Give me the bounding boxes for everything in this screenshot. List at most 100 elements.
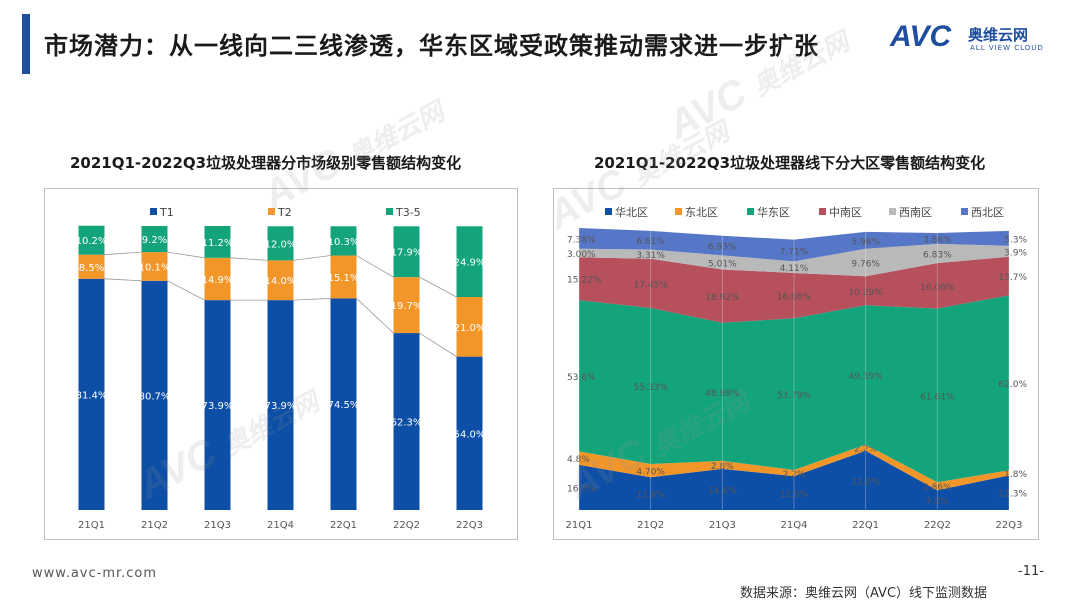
data-label: 3.86% — [923, 235, 952, 245]
data-label: 9.2% — [142, 235, 167, 246]
legend-label: 中南区 — [829, 206, 862, 219]
series-connector — [356, 298, 394, 334]
data-label: 2.2% — [783, 470, 806, 480]
data-label: 19.7% — [391, 301, 423, 312]
legend-label: T3-5 — [395, 206, 421, 219]
x-tick-label: 21Q1 — [566, 520, 593, 531]
logo-name-cn: 奥维云网 — [968, 26, 1029, 44]
region-stacked-area-chart: 16.0% 11.6% 14.6% 12.0% 21.0% 7.0% 12.3% 4.8% 4.… — [553, 188, 1039, 540]
data-label: 61.61% — [920, 392, 955, 402]
series-connector — [293, 255, 331, 261]
data-label: 80.7% — [139, 391, 171, 402]
legend-label: T1 — [159, 206, 174, 219]
data-label: 4.70% — [636, 468, 665, 478]
data-label: 81.4% — [76, 390, 108, 401]
legend-swatch — [386, 208, 393, 215]
legend-swatch — [268, 208, 275, 215]
x-tick-label: 22Q2 — [393, 520, 420, 531]
series-connector — [419, 276, 457, 298]
area-series-5 — [579, 228, 1009, 262]
bar-segment — [204, 300, 231, 510]
data-label: 17.45% — [634, 280, 669, 290]
data-label: 7.0% — [926, 497, 949, 507]
data-label: 1.8% — [1004, 470, 1027, 480]
data-label: 12.0% — [780, 490, 809, 500]
data-label: 14.6% — [708, 486, 737, 496]
data-label: 18.92% — [705, 293, 740, 303]
legend-label: 华北区 — [615, 205, 648, 219]
bar-segment — [456, 297, 483, 357]
data-label: 10.1% — [139, 262, 171, 273]
data-source: 数据来源：奥维云网（AVC）线下监测数据 — [740, 586, 988, 601]
series-connector — [104, 251, 142, 256]
page-number: -11- — [1018, 564, 1044, 579]
bar-segment — [204, 257, 231, 301]
bar-segment — [330, 226, 357, 256]
watermark-brand: AVC — [660, 70, 754, 148]
bar-segment — [393, 226, 420, 278]
x-tick-label: 22Q2 — [924, 520, 951, 531]
data-label: 5.98% — [851, 237, 880, 247]
data-label: 55.33% — [634, 383, 669, 393]
series-connector — [104, 278, 142, 282]
bar-segment — [393, 333, 420, 510]
bar-segment — [330, 255, 357, 299]
bar-segment — [78, 225, 105, 255]
data-label: 21.0% — [454, 323, 486, 334]
x-tick-label: 21Q4 — [781, 520, 808, 531]
data-label: 8.5% — [79, 263, 104, 274]
x-tick-label: 21Q3 — [709, 520, 736, 531]
market-tier-stacked-bar-chart: T1 T2 T3-5 81.4% 8.5% 10.2% 21Q1 80.7% 10.1% 9.2%… — [44, 188, 518, 540]
legend-label: 东北区 — [685, 206, 718, 219]
data-label: 6.83% — [923, 251, 952, 261]
area-series-4 — [579, 243, 1009, 277]
data-label: 12.3% — [998, 490, 1027, 500]
data-label: 10.29% — [849, 288, 884, 298]
bar-segment — [141, 252, 168, 281]
data-label: 49.39% — [849, 372, 884, 382]
legend-label: 西北区 — [971, 206, 1004, 219]
data-label: 10.3% — [328, 237, 360, 248]
x-tick-label: 22Q1 — [852, 520, 879, 531]
page-title: 市场潜力：从一线向二三线渗透，华东区域受政策推动需求进一步扩张 — [44, 32, 819, 60]
logo-brand: AVC — [890, 20, 952, 53]
legend-swatch — [605, 208, 612, 215]
data-label: 9.76% — [851, 260, 880, 270]
series-connector — [293, 298, 331, 301]
data-label: 62.3% — [391, 418, 423, 429]
data-label: 16.06% — [777, 293, 812, 303]
bar-segment — [456, 356, 483, 510]
data-label: 10.2% — [76, 236, 108, 247]
x-tick-label: 22Q3 — [456, 520, 483, 531]
data-label: 53.79% — [777, 391, 812, 401]
series-connector — [167, 280, 205, 301]
x-tick-label: 21Q1 — [78, 520, 105, 531]
avc-logo: AVC 奥维云网 ALL VIEW CLOUD — [890, 20, 1060, 60]
x-tick-label: 21Q4 — [267, 520, 294, 531]
legend-swatch — [150, 208, 157, 215]
bar-segment — [141, 226, 168, 253]
data-label: 2.8% — [711, 462, 734, 472]
bar-segment — [393, 277, 420, 334]
data-label: 4.11% — [780, 264, 809, 274]
data-label: 11.2% — [202, 238, 234, 249]
chart2-title: 2021Q1-2022Q3垃圾处理器线下分大区零售额结构变化 — [594, 154, 986, 172]
data-label: 16.06% — [920, 283, 955, 293]
area-series-0 — [579, 450, 1009, 510]
series-connector — [167, 251, 205, 259]
data-label: 53.6% — [567, 373, 596, 383]
data-label: 54.0% — [454, 429, 486, 440]
x-tick-label: 22Q1 — [330, 520, 357, 531]
data-label: 6.61% — [636, 237, 665, 247]
data-label: 2.2% — [854, 445, 877, 455]
data-label: 6.93% — [708, 243, 737, 253]
data-label: 21.0% — [851, 477, 880, 487]
series-connector — [230, 257, 268, 261]
data-label: 14.0% — [265, 276, 297, 287]
bar-segment — [330, 298, 357, 510]
x-tick-label: 21Q3 — [204, 520, 231, 531]
data-label: 73.9% — [202, 401, 234, 412]
data-label: 15.22% — [567, 276, 602, 286]
title-accent-bar — [22, 14, 30, 74]
data-label: 12.0% — [265, 239, 297, 250]
